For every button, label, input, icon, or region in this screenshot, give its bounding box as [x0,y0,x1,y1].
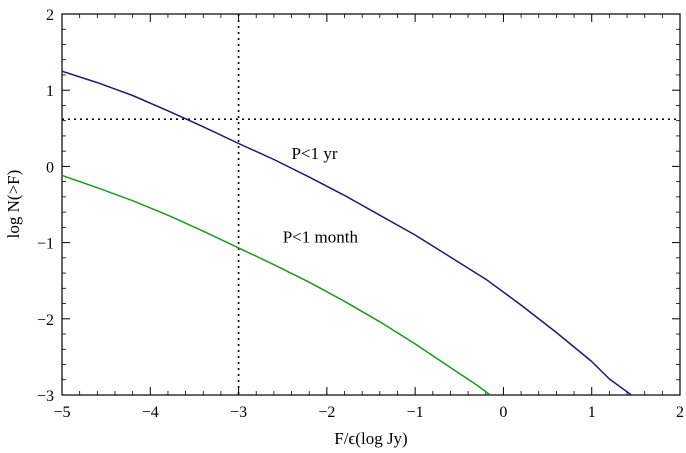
y-tick-label: 0 [46,159,54,176]
series-line-2 [62,174,491,395]
y-tick-label: −2 [37,312,54,329]
x-tick-label: 1 [588,404,596,421]
annotations: P<1 yr P<1 month [283,144,359,247]
y-tick-label: −3 [37,388,54,405]
x-tick-label: −5 [53,404,70,421]
x-tick-label: −3 [230,404,247,421]
axis-ticks [61,13,681,396]
x-tick-label: 0 [499,404,507,421]
x-tick-label: −2 [318,404,335,421]
series-line-1 [62,70,632,395]
plot-frame [61,13,681,396]
annotation-label: P<1 yr [292,144,338,163]
x-axis-label: F/ϵ(log Jy) [334,429,407,448]
x-tick-label: 2 [676,404,684,421]
x-tick-label: −1 [407,404,424,421]
reference-lines [62,14,680,395]
x-tick-label: −4 [142,404,159,421]
y-tick-label: 2 [46,7,54,24]
annotation-label: P<1 month [283,228,359,247]
y-tick-label: −1 [37,236,54,253]
y-axis-label: log N(>F) [4,170,23,239]
y-tick-label: 1 [46,83,54,100]
axis-tick-labels: −5 −4 −3 −2 −1 0 1 2 −3 −2 −1 0 1 2 [37,7,684,421]
series-lines [62,70,632,395]
